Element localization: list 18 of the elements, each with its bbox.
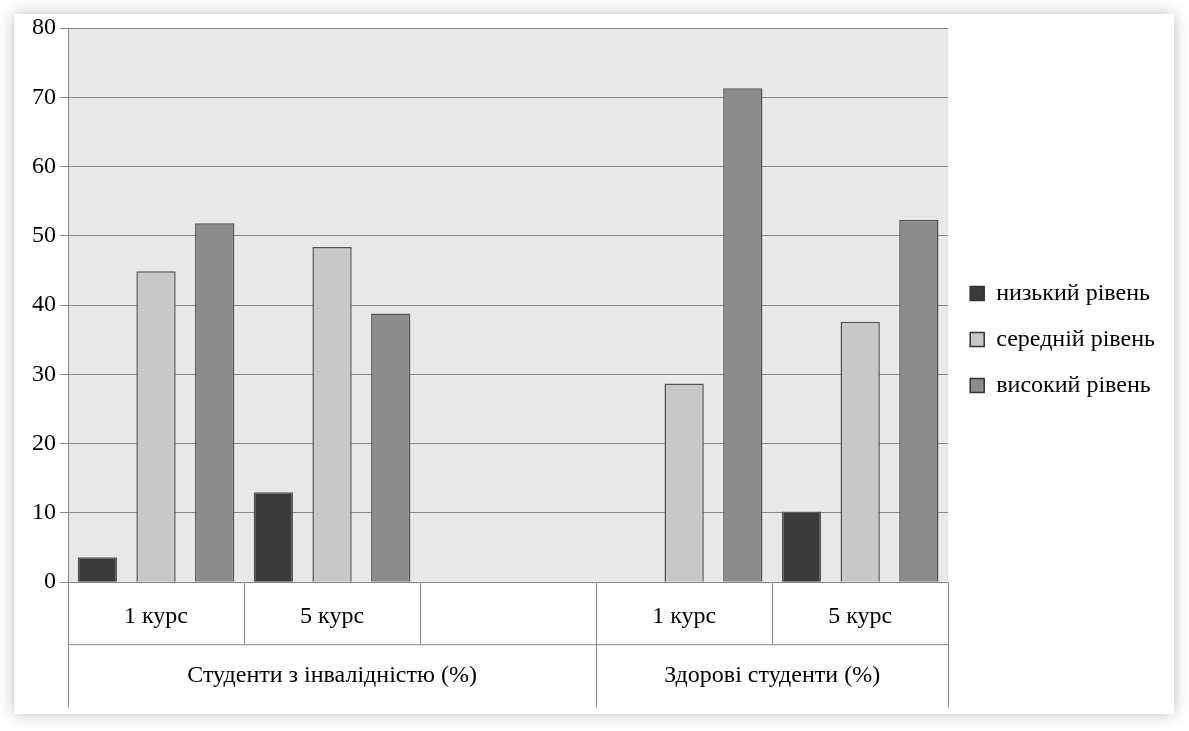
- x-tick-label: 1 курс: [124, 601, 189, 628]
- text: Студенти з інвалідністю (%): [187, 661, 477, 687]
- legend-label: низький рівень: [996, 278, 1151, 305]
- x-tick-label: 5 курс: [300, 601, 365, 628]
- x-tick-label: 1 курс: [652, 601, 717, 628]
- y-tick-label: 50: [32, 221, 56, 248]
- y-tick-label: 0: [44, 567, 56, 594]
- y-tick-label: 10: [32, 498, 56, 525]
- y-tick-label: 70: [32, 82, 56, 109]
- text: Здорові студенти (%): [664, 661, 881, 687]
- y-tick-label: 20: [32, 428, 56, 455]
- y-tick-label: 80: [32, 13, 56, 40]
- legend-label: високий рівень: [996, 370, 1151, 397]
- y-tick-label: 40: [32, 290, 56, 317]
- y-tick-label: 30: [32, 359, 56, 386]
- legend-label: середній рівень: [996, 324, 1156, 351]
- x-tick-label: 5 курс: [828, 601, 893, 628]
- y-tick-label: 60: [32, 151, 56, 178]
